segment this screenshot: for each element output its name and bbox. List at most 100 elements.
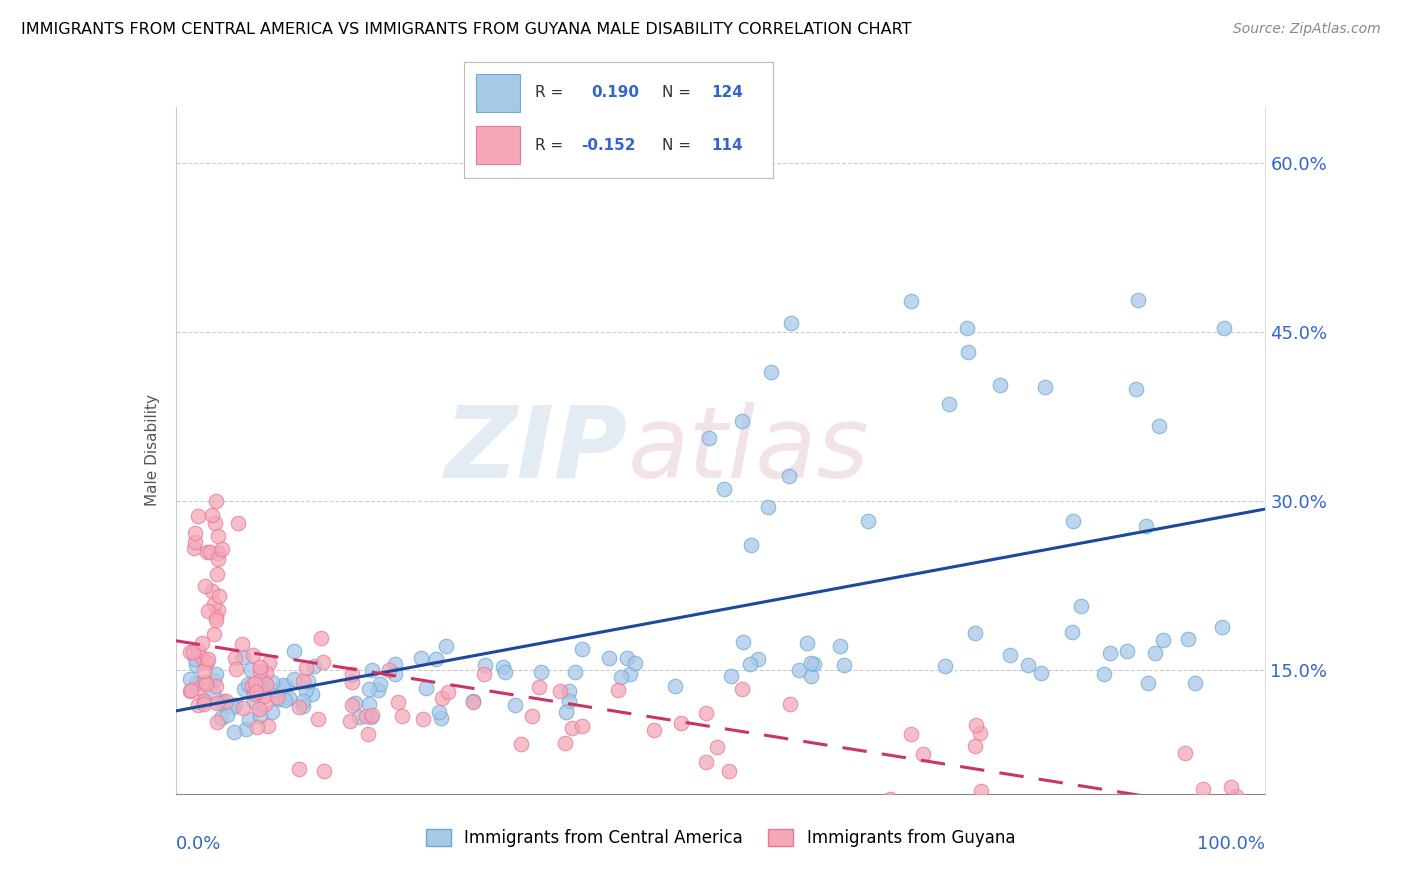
Point [201,584,224,599]
Point [1137,676,1160,690]
Point [1128,293,1150,308]
Point [191,636,214,650]
Point [1062,514,1084,528]
Point [425,652,447,666]
Point [357,727,380,741]
Point [1212,321,1234,335]
Point [1147,419,1170,434]
Point [195,545,218,559]
Point [242,648,264,662]
Point [197,652,219,666]
Point [384,667,406,681]
Point [266,690,288,705]
Point [720,669,742,683]
Point [249,709,271,723]
Point [643,723,665,737]
Point [193,664,215,678]
Point [309,631,332,645]
Point [1211,620,1233,634]
Point [204,609,226,624]
Point [1225,789,1247,803]
Point [271,678,294,692]
Point [201,508,224,523]
Point [616,651,638,665]
Point [235,722,257,736]
Point [879,791,901,805]
Text: IMMIGRANTS FROM CENTRAL AMERICA VS IMMIGRANTS FROM GUYANA MALE DISABILITY CORREL: IMMIGRANTS FROM CENTRAL AMERICA VS IMMIG… [21,22,911,37]
Point [254,677,277,691]
Point [1062,625,1084,640]
Point [554,736,576,750]
Point [912,747,935,761]
Point [214,694,236,708]
Point [415,681,437,695]
Point [747,651,769,665]
Point [520,708,543,723]
Point [208,589,231,603]
Point [343,696,366,710]
Point [1098,646,1121,660]
Point [787,663,810,677]
Point [368,677,391,691]
Point [695,755,717,769]
Point [938,397,960,411]
Point [340,698,363,712]
Point [239,681,262,695]
Point [205,666,228,681]
Point [201,684,224,698]
Point [283,644,305,658]
Point [269,692,291,706]
Point [796,636,818,650]
Point [718,764,741,778]
Point [297,673,319,688]
Point [361,663,384,677]
Point [361,707,384,722]
Point [198,545,221,559]
Point [1033,380,1056,394]
Point [292,698,315,713]
Point [232,701,254,715]
Text: N =: N = [662,138,690,153]
Point [292,674,315,689]
Point [205,494,228,508]
Point [294,661,316,675]
Point [554,706,576,720]
Point [212,694,235,708]
Point [224,724,246,739]
Point [184,676,207,690]
Bar [477,126,520,164]
Point [276,679,298,693]
Point [900,293,922,308]
Point [207,529,229,543]
Text: R =: R = [536,85,564,100]
Point [1174,747,1197,761]
Point [409,651,432,665]
Point [254,666,277,681]
Point [274,693,297,707]
Point [205,614,228,628]
Point [437,685,460,699]
Point [505,698,527,713]
Point [598,650,620,665]
Point [564,665,586,679]
Point [900,727,922,741]
Point [181,645,204,659]
Point [664,679,686,693]
Point [245,678,267,692]
Point [347,710,370,724]
Point [246,720,269,734]
Point [257,719,280,733]
Point [287,762,309,776]
Point [224,698,246,713]
Point [193,697,215,711]
Text: 100.0%: 100.0% [1198,835,1265,853]
Point [194,677,217,691]
Point [491,660,513,674]
Point [384,657,406,671]
Point [830,640,852,654]
Point [606,682,628,697]
Point [740,538,762,552]
Point [378,663,401,677]
Point [231,637,253,651]
Point [187,681,209,696]
